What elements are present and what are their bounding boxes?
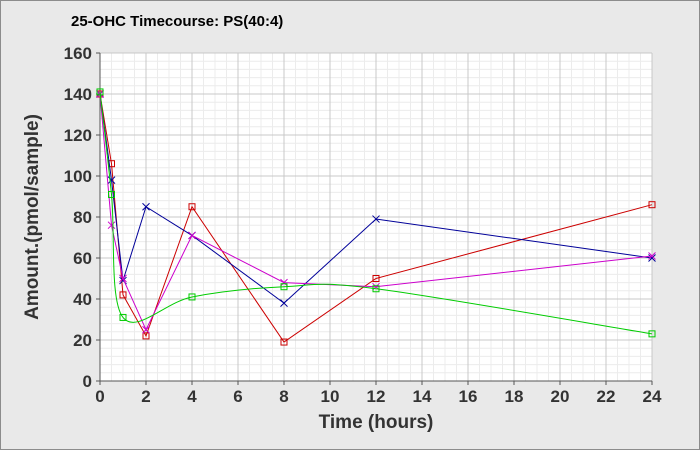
x-tick-label: 8: [279, 387, 288, 406]
data-point-marker: [107, 176, 116, 184]
marker-stroke: [107, 221, 116, 230]
data-point-marker: [142, 202, 150, 211]
data-point-marker: [188, 231, 196, 240]
data-point-marker: [648, 201, 656, 209]
data-point-marker: [188, 203, 196, 211]
data-point-marker: [280, 338, 288, 346]
x-tick-label: 22: [597, 387, 616, 406]
y-tick-label: 0: [83, 372, 92, 391]
y-tick-label: 100: [64, 167, 92, 186]
x-tick-label: 18: [505, 387, 524, 406]
series-1-line: [99, 93, 653, 343]
data-point-marker: [119, 313, 127, 321]
data-point-marker: [648, 254, 656, 262]
x-tick-label: 12: [367, 387, 386, 406]
data-point-marker: [648, 330, 656, 338]
y-tick-label: 120: [64, 126, 92, 145]
data-point-marker: [107, 221, 116, 230]
data-point-marker: [142, 332, 150, 340]
data-point-marker: [280, 299, 288, 307]
data-point-marker: [372, 285, 380, 293]
marker-stroke: [648, 252, 656, 260]
marker-stroke: [372, 215, 380, 223]
x-tick-label: 0: [95, 387, 104, 406]
marker-stroke: [372, 282, 380, 291]
marker-stroke: [188, 231, 196, 240]
x-tick-label: 2: [141, 387, 150, 406]
chart-title: 25-OHC Timecourse: PS(40:4): [71, 13, 283, 30]
marker-stroke: [142, 325, 150, 334]
x-tick-label: 4: [187, 387, 197, 406]
x-tick-label: 6: [233, 387, 242, 406]
y-tick-label: 140: [64, 85, 92, 104]
marker-stroke: [107, 176, 116, 184]
x-tick-label: 10: [321, 387, 340, 406]
y-tick-label: 160: [64, 44, 92, 63]
series-4: [96, 88, 656, 338]
x-tick-label: 20: [551, 387, 570, 406]
data-point-marker: [280, 278, 288, 287]
marker-stroke: [648, 254, 656, 262]
data-point-marker: [372, 275, 380, 282]
x-tick-label: 24: [643, 387, 662, 406]
tick-labels: 0 2 4 6 8 10 12 14 16 18 20 22 240204060801001201401…: [64, 44, 662, 406]
data-point-marker: [96, 88, 104, 96]
y-tick-label: 40: [73, 290, 92, 309]
marker-stroke: [119, 276, 127, 285]
marker-stroke: [142, 202, 150, 211]
y-tick-label: 80: [73, 208, 92, 227]
y-tick-label: 60: [73, 249, 92, 268]
marker-stroke: [280, 299, 288, 307]
data-point-marker: [119, 291, 127, 299]
y-tick-label: 20: [73, 331, 92, 350]
x-axis-label: Time (hours): [319, 412, 434, 433]
data-point-marker: [280, 283, 288, 291]
y-axis-label: Amount.(pmol/sample): [22, 114, 43, 320]
series-4-line: [99, 91, 653, 335]
marker-stroke: [280, 278, 288, 287]
x-tick-label: 14: [413, 387, 432, 406]
marker-stroke: [119, 274, 127, 283]
x-tick-label: 16: [459, 387, 478, 406]
data-point-marker: [119, 274, 127, 283]
data-point-marker: [188, 293, 196, 301]
data-point-marker: [108, 190, 115, 198]
series-2-line: [99, 93, 653, 304]
data-point-marker: [142, 325, 150, 334]
data-point-marker: [372, 215, 380, 223]
series-layer: [96, 88, 656, 346]
data-point-marker: [648, 252, 656, 260]
